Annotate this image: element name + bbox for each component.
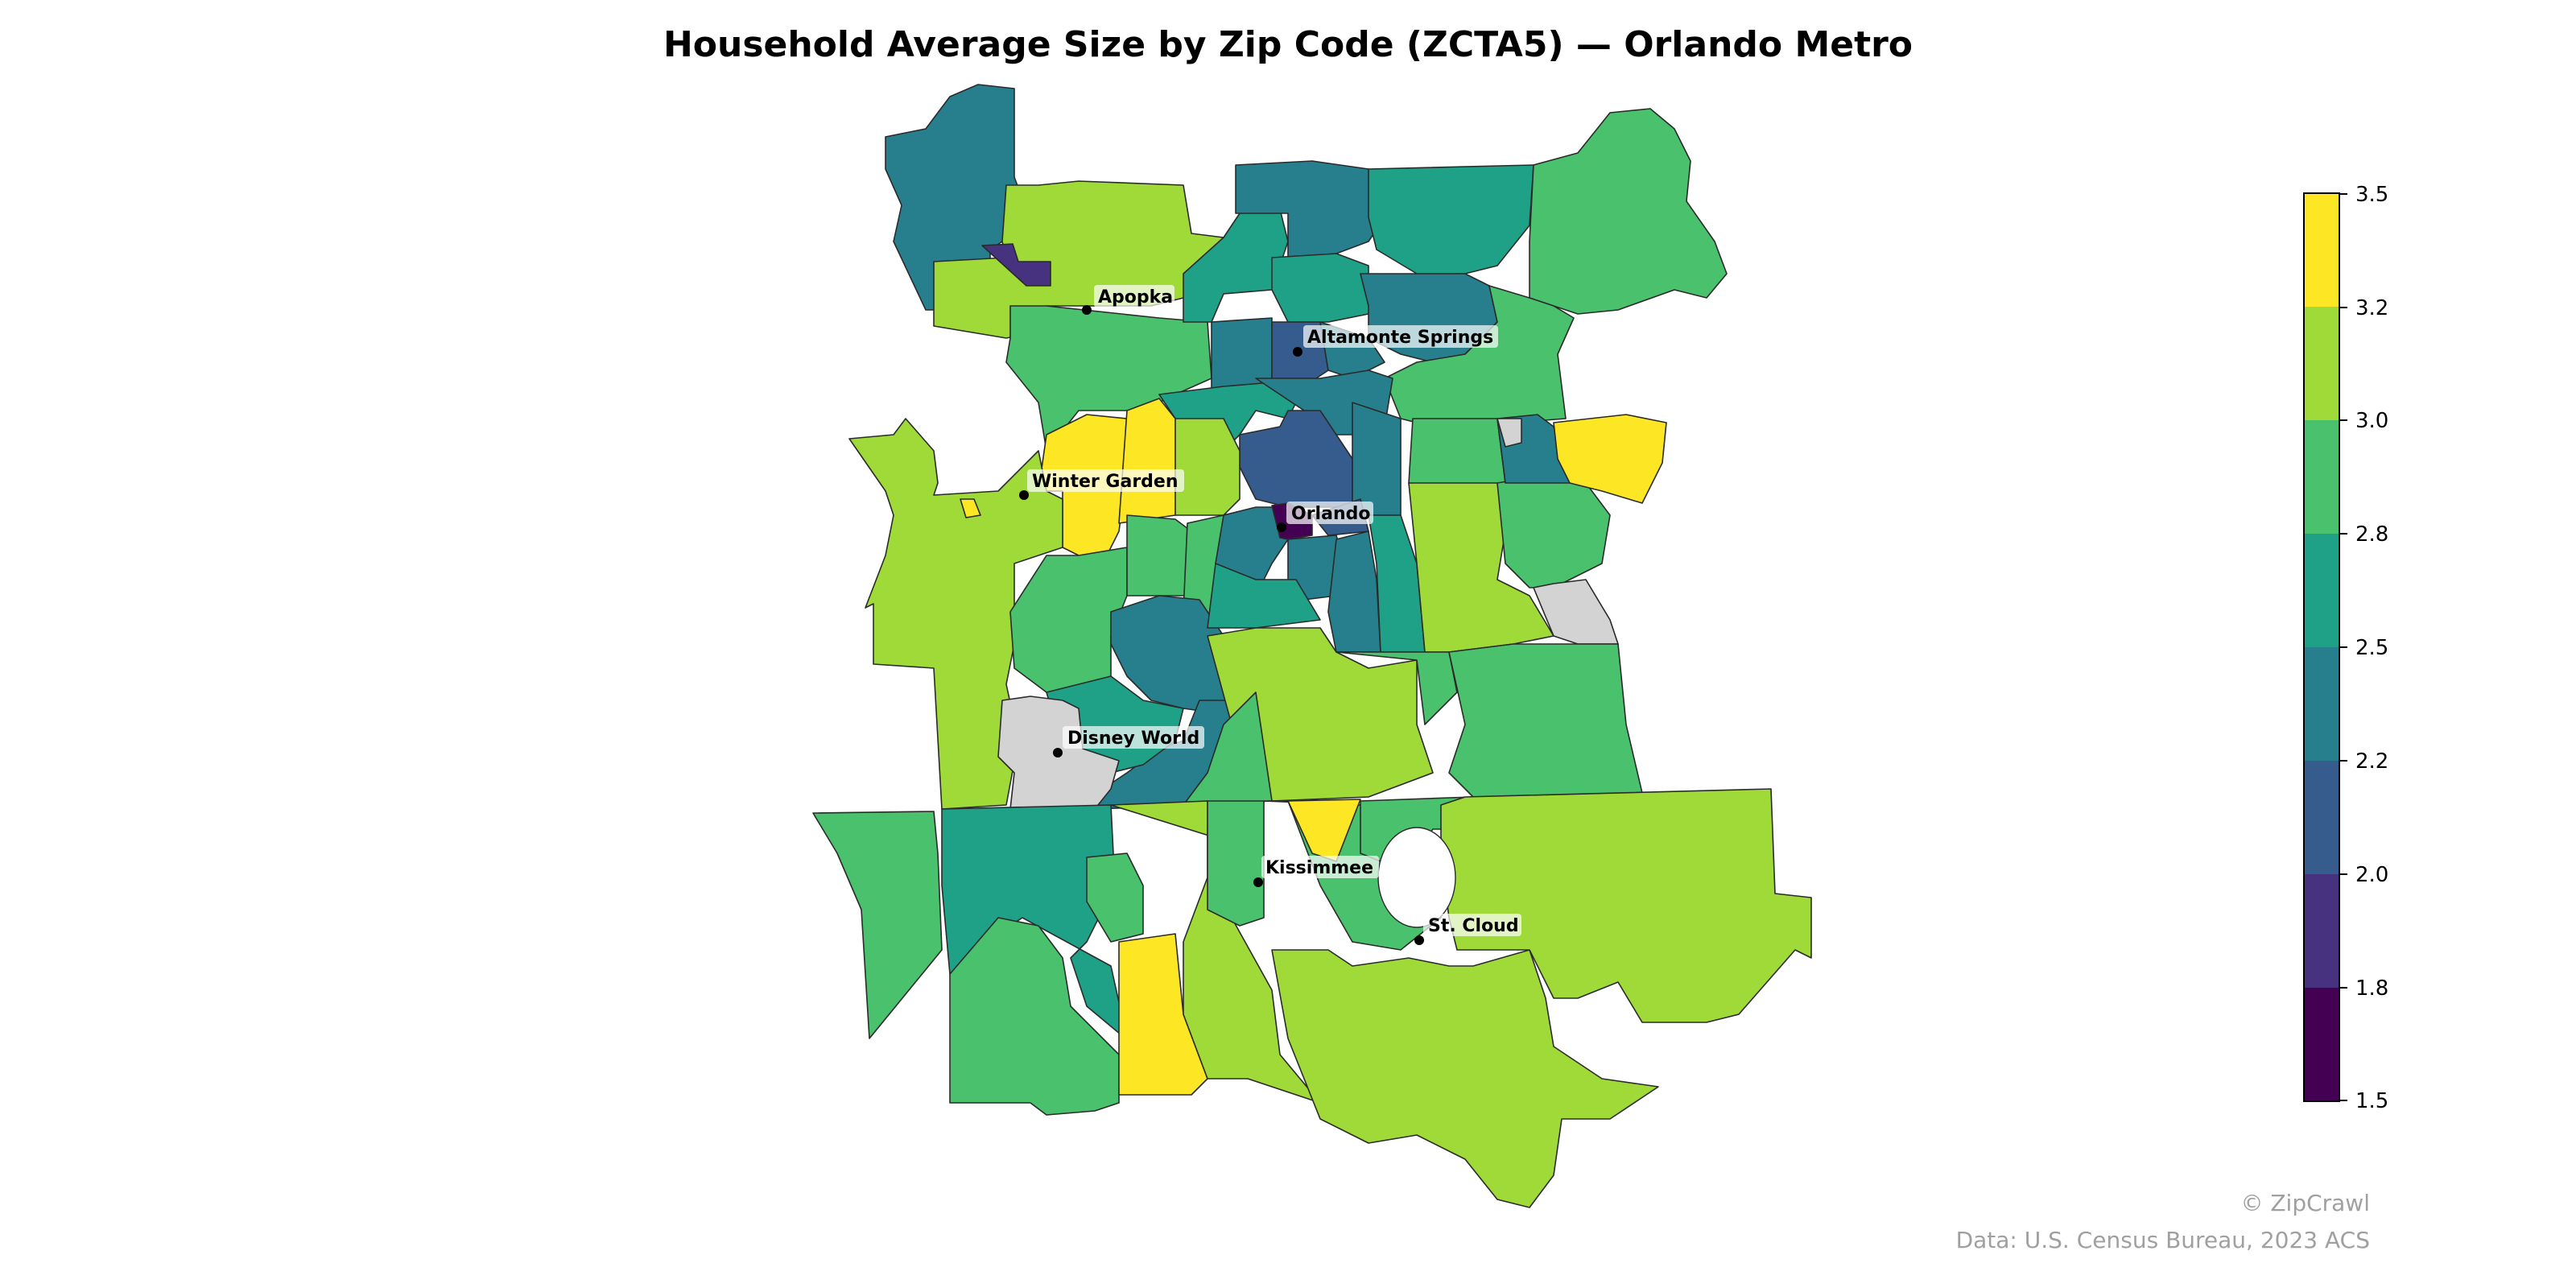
zip-region[interactable]: [1533, 579, 1619, 645]
zip-region[interactable]: [1086, 852, 1144, 943]
colorbar-tick-label: 2.2: [2355, 749, 2388, 774]
colorbar-tick-label: 1.8: [2355, 976, 2388, 1001]
zip-region[interactable]: [1207, 563, 1321, 629]
zip-region[interactable]: [1118, 398, 1176, 524]
zip-region[interactable]: [1496, 474, 1611, 588]
city-label: Apopka: [1098, 287, 1173, 308]
label-bg: [1261, 856, 1379, 878]
city-kissimmee[interactable]: Kissimmee: [1253, 856, 1379, 887]
city-dot-icon: [1277, 522, 1286, 532]
colorbar-bin: [2304, 874, 2339, 988]
zip-region[interactable]: [1235, 160, 1385, 258]
city-label: Kissimmee: [1265, 858, 1373, 878]
colorbar-bin: [2304, 988, 2339, 1101]
city-dot-icon: [1082, 305, 1092, 315]
label-bg: [1286, 502, 1373, 524]
city-label: Winter Garden: [1032, 472, 1179, 492]
city-orlando[interactable]: Orlando: [1277, 502, 1373, 532]
city-st-cloud[interactable]: St. Cloud: [1414, 914, 1521, 945]
zip-region[interactable]: [1335, 651, 1458, 725]
city-apopka[interactable]: Apopka: [1082, 285, 1174, 315]
zip-region[interactable]: [1448, 643, 1643, 798]
colorbar-bin: [2304, 307, 2339, 420]
data-source-text: Data: U.S. Census Bureau, 2023 ACS: [1955, 1227, 2370, 1253]
colorbar-bin: [2304, 193, 2339, 307]
zip-region[interactable]: [1327, 530, 1381, 653]
colorbar-tick-label: 2.8: [2355, 522, 2388, 547]
zip-region[interactable]: [812, 811, 943, 1039]
zip-region[interactable]: [1496, 418, 1522, 448]
lake: [1377, 827, 1456, 928]
city-label: Disney World: [1067, 729, 1199, 749]
city-dot-icon: [1293, 347, 1302, 357]
colorbar-bin: [2304, 420, 2339, 534]
colorbar-tick-label: 2.5: [2355, 636, 2388, 660]
colorbar-ticks: [2339, 193, 2347, 1101]
zip-region[interactable]: [1352, 402, 1402, 516]
label-bg: [1303, 325, 1498, 348]
zip-region[interactable]: [1271, 949, 1659, 1208]
zip-region[interactable]: [1440, 788, 1812, 1023]
colorbar: 3.5 3.2 3.0 2.8 2.5 2.2 2.0 1.8 1.5: [2303, 183, 2388, 1113]
city-label: Orlando: [1291, 504, 1370, 524]
zip-region[interactable]: [1368, 164, 1534, 275]
copyright-text: © ZipCrawl: [2240, 1190, 2370, 1216]
zip-region[interactable]: [1183, 691, 1273, 806]
zip-region[interactable]: [1271, 253, 1369, 323]
chart-title: Household Average Size by Zip Code (ZCTA…: [663, 24, 1913, 65]
city-dot-icon: [1053, 748, 1063, 758]
city-dot-icon: [1019, 490, 1029, 500]
city-markers: Apopka Altamonte Springs Winter Garden O…: [1019, 285, 1521, 945]
city-disney-world[interactable]: Disney World: [1053, 726, 1204, 758]
city-winter-garden[interactable]: Winter Garden: [1019, 469, 1184, 500]
colorbar-bin: [2304, 534, 2339, 647]
colorbar-tick-label: 2.0: [2355, 863, 2388, 887]
colorbar-tick-label: 3.2: [2355, 296, 2388, 320]
city-altamonte-springs[interactable]: Altamonte Springs: [1293, 325, 1498, 357]
zip-region[interactable]: [1126, 514, 1192, 597]
label-bg: [1423, 914, 1521, 936]
zip-region[interactable]: [1529, 108, 1728, 315]
label-bg: [1094, 285, 1174, 308]
zip-region[interactable]: [1174, 418, 1241, 516]
zip-region[interactable]: [1553, 414, 1667, 504]
colorbar-tick-label: 3.0: [2355, 409, 2388, 433]
colorbar-bin: [2304, 761, 2339, 874]
zip-regions: [812, 84, 1812, 1208]
zip-region[interactable]: [949, 917, 1120, 1116]
city-dot-icon: [1414, 935, 1424, 945]
zip-region[interactable]: [1207, 800, 1265, 927]
zip-region[interactable]: [960, 498, 981, 518]
city-label: Altamonte Springs: [1307, 328, 1493, 348]
colorbar-bin: [2304, 647, 2339, 761]
colorbar-tick-label: 1.5: [2355, 1089, 2388, 1113]
zip-region[interactable]: [1408, 418, 1506, 484]
colorbar-tick-label: 3.5: [2355, 183, 2388, 207]
zip-region[interactable]: [1009, 547, 1128, 693]
label-bg: [1027, 469, 1184, 492]
city-dot-icon: [1253, 877, 1263, 887]
zip-region[interactable]: [981, 243, 1051, 287]
city-label: St. Cloud: [1428, 916, 1519, 936]
label-bg: [1063, 726, 1204, 749]
